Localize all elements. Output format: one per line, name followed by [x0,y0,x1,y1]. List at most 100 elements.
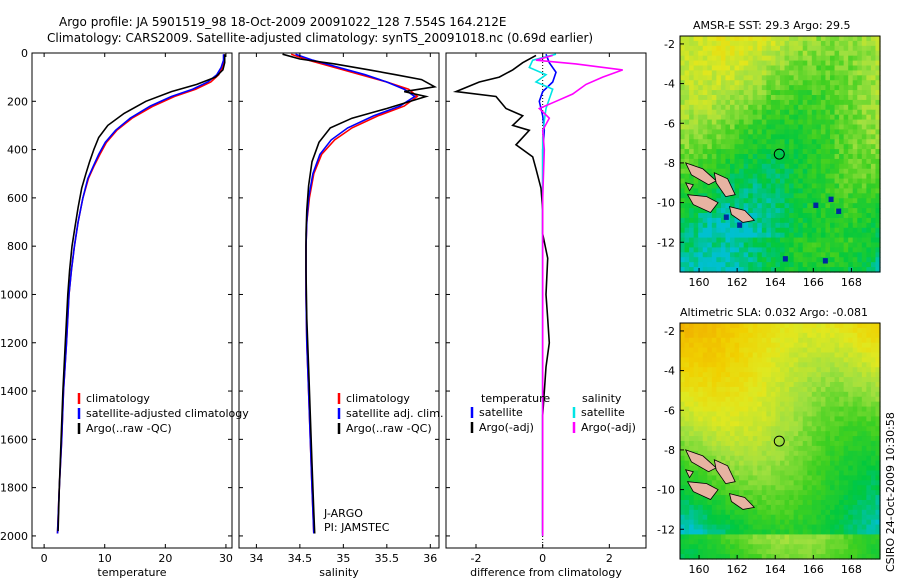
map-cell [725,426,731,432]
map-cell [861,178,867,185]
map-cell [798,554,804,560]
map-cell [775,247,781,253]
map-cell [807,372,813,378]
map-cell [825,149,831,155]
map-cell [711,504,717,511]
map-cell [807,36,813,42]
map-cell [811,95,817,101]
map-cell [761,109,767,116]
map-cell [739,163,745,170]
map-cell [798,90,804,96]
map-cell [680,539,686,545]
map-cell [766,193,772,199]
map-cell [693,124,699,131]
map-cell [848,534,854,540]
map-cell [780,213,786,219]
map-cell [702,519,708,526]
map-cell [848,193,854,199]
map-cell [748,144,754,150]
map-cell [752,544,758,550]
map-cell [702,534,708,540]
map-cell [684,529,690,536]
map-cell [707,323,713,329]
map-cell [830,188,836,194]
map-cell [852,119,858,126]
map-cell [830,183,836,190]
map-cell [752,134,758,140]
map-cell [811,119,817,126]
map-cell [693,514,699,521]
map-cell [802,149,808,155]
map-cell [711,232,717,239]
map-cell [693,436,699,442]
map-cell [780,529,786,536]
map-cell [780,188,786,194]
map-cell [775,80,781,86]
map-cell [875,213,881,219]
map-cell [720,109,727,116]
map-cell [698,158,704,165]
map-cell [843,267,849,273]
map-cell [870,455,877,462]
map-cell [702,416,708,422]
map-cell [843,114,849,121]
map-cell [820,208,827,214]
map-cell [770,252,777,258]
map-cell [875,490,881,496]
map-cell [766,490,772,496]
map-cell [807,475,813,481]
map-cell [684,332,690,339]
map-cell [716,193,722,199]
map-cell [820,188,827,194]
map-cell [761,168,767,175]
map-cell [825,362,831,368]
map-cell [743,342,749,349]
map-cell [730,149,736,155]
map-cell [684,232,690,239]
map-cell [770,203,777,209]
map-cell [775,114,781,121]
map-cell [725,367,731,373]
map-cell [775,372,781,378]
map-cell [870,267,877,273]
map-cell [752,416,758,422]
map-cell [848,455,854,462]
map-cell [848,495,854,501]
map-cell [739,524,745,531]
map-cell [807,347,813,354]
map-cell [780,80,786,86]
map-cell [707,529,713,536]
map-cell [770,198,777,204]
map-cell [861,114,867,121]
map-cell [780,490,786,496]
map-cell [789,50,795,57]
map-cell [866,347,872,354]
map-cell [843,134,849,140]
map-cell [757,367,763,373]
map-cell [861,50,867,57]
map-cell [702,421,708,427]
map-cell [770,544,777,550]
map-cell [775,470,781,477]
map-cell [820,411,827,418]
map-cell [775,455,781,462]
map-cell [852,95,858,101]
map-cell [711,213,717,219]
map-cell [780,40,786,47]
map-cell [680,90,686,96]
map-cell [870,188,877,194]
map-cell [848,188,854,194]
map-cell [793,163,799,170]
map-cell [766,85,772,91]
map-cell [798,509,804,516]
map-cell [811,198,817,204]
map-cell [789,247,795,253]
map-cell [716,519,722,526]
map-cell [852,529,858,536]
map-cell [780,500,786,506]
map-cell [784,119,790,126]
map-cell [857,391,863,398]
map-cell [798,227,804,234]
map-cell [684,465,690,472]
map-cell [757,50,763,57]
